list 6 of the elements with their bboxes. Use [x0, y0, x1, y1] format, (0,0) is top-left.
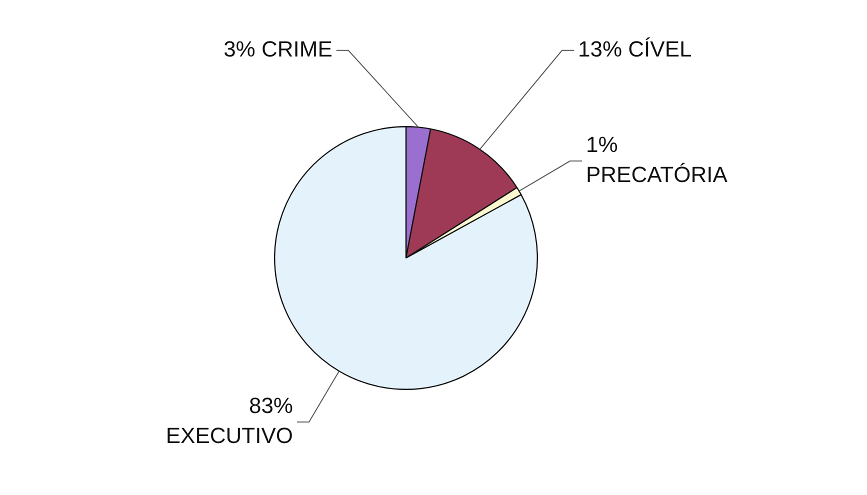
slice-label: 13% CÍVEL — [578, 36, 692, 62]
slice-label: PRECATÓRIA — [586, 162, 728, 188]
slice-label: 3% CRIME — [224, 36, 332, 62]
data-label: 83% — [248, 393, 294, 418]
slice-label: EXECUTIVO — [166, 423, 294, 448]
data-label: 1% — [586, 132, 618, 158]
